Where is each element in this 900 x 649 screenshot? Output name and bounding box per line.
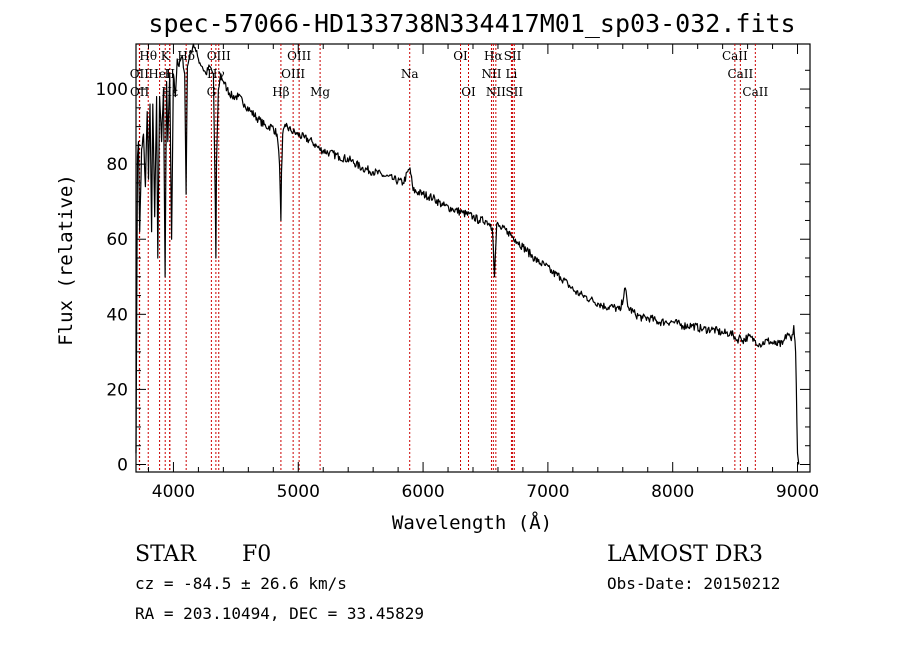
x-tick-label: 8000 xyxy=(651,482,694,502)
spectral-line-label: Li xyxy=(506,67,518,81)
spectral-line-label: OIII xyxy=(281,67,305,81)
object-subclass: F0 xyxy=(242,542,271,567)
spectral-line-label: Hθ xyxy=(139,49,157,63)
x-tick-label: 5000 xyxy=(277,482,320,502)
spectral-line-markers xyxy=(138,44,756,472)
y-tick-label: 100 xyxy=(96,80,128,100)
spectral-line-label: SII xyxy=(505,85,523,99)
x-axis-ticks: 4000 5000 6000 7000 8000 9000 xyxy=(147,44,819,502)
y-axis-title: Flux (relative) xyxy=(55,174,77,346)
spectral-line-label: Hβ xyxy=(272,85,289,99)
y-tick-label: 20 xyxy=(106,380,128,400)
survey-name: LAMOST DR3 xyxy=(607,542,763,567)
spectral-line-label: CaII xyxy=(727,67,753,81)
x-tick-label: 4000 xyxy=(152,482,195,502)
redshift-text: cz = -84.5 ± 26.6 km/s xyxy=(135,574,347,593)
x-axis-title: Wavelength (Å) xyxy=(392,511,552,534)
spectral-line-label: NII xyxy=(486,85,506,99)
spectral-line-label: SII xyxy=(504,49,522,63)
spectral-line-label: OIII xyxy=(207,49,231,63)
chart-title: spec-57066-HD133738N334417M01_sp03-032.f… xyxy=(148,9,795,38)
spectral-line-label: OI xyxy=(453,49,468,63)
y-axis-ticks: 0 20 40 60 80 100 xyxy=(96,69,810,475)
spectral-line-label: OI xyxy=(461,85,476,99)
spectral-line-label: Na xyxy=(401,67,419,81)
spectrum-series-line xyxy=(135,43,800,465)
spectral-line-label: G xyxy=(207,85,217,99)
y-tick-label: 0 xyxy=(117,455,128,475)
x-tick-label: 9000 xyxy=(776,482,819,502)
spectral-line-label: OII xyxy=(130,85,150,99)
spectral-line-label: K xyxy=(161,49,171,63)
plot-frame xyxy=(135,43,811,473)
x-tick-label: 6000 xyxy=(401,482,444,502)
spectral-line-label: Mg xyxy=(310,85,330,99)
y-tick-label: 80 xyxy=(106,155,128,175)
y-tick-label: 60 xyxy=(106,230,128,250)
spectral-line-label: CaII xyxy=(722,49,748,63)
spectral-line-label: HeI xyxy=(148,67,171,81)
y-tick-label: 40 xyxy=(106,305,128,325)
obs-date-text: Obs-Date: 20150212 xyxy=(607,574,780,593)
x-tick-label: 7000 xyxy=(526,482,569,502)
spectral-line-label: OII xyxy=(130,67,150,81)
spectral-line-label: OIII xyxy=(287,49,311,63)
coordinates-text: RA = 203.10494, DEC = 33.45829 xyxy=(135,604,424,623)
object-class: STAR xyxy=(135,542,197,567)
spectral-line-label: NII xyxy=(481,67,501,81)
spectral-line-label: Hα xyxy=(484,49,503,63)
spectral-line-label: CaII xyxy=(742,85,768,99)
